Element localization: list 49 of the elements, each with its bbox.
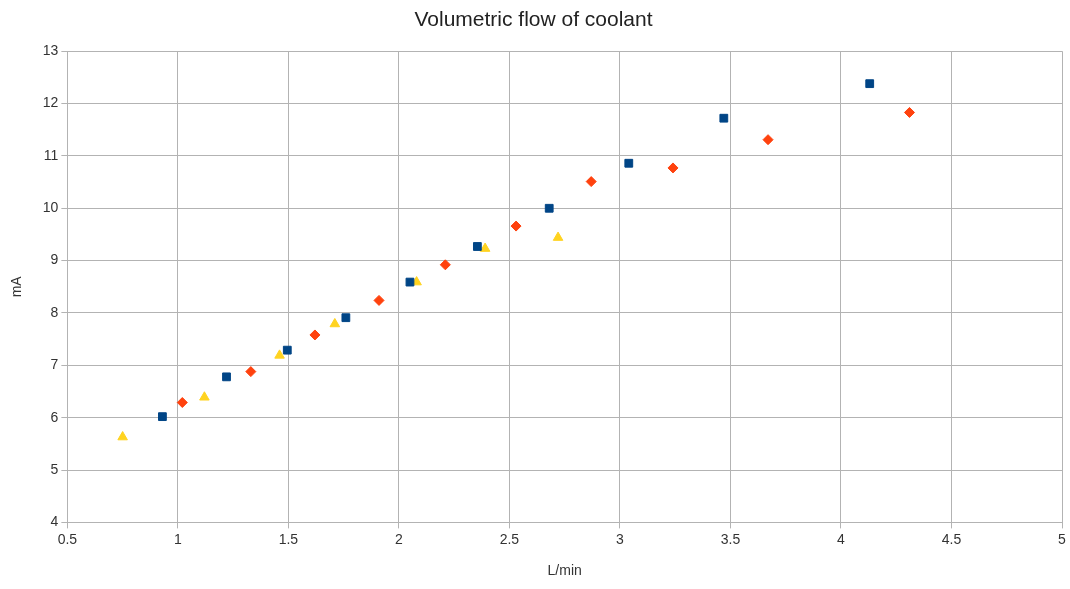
y-tick-label: 5 (50, 460, 59, 477)
y-tick-label: 11 (43, 146, 59, 163)
point (405, 277, 415, 287)
y-tick-label: 7 (50, 356, 59, 373)
point (479, 242, 491, 252)
point (624, 158, 634, 168)
y-axis-title: mA (8, 275, 25, 298)
y-tick-label: 8 (50, 303, 59, 320)
x-axis-title: L/min (547, 562, 582, 579)
point (373, 294, 385, 306)
point (329, 317, 341, 328)
point (274, 349, 285, 359)
point (472, 242, 482, 251)
point (282, 345, 292, 355)
point (341, 313, 351, 323)
x-tick-label: 2.5 (499, 530, 520, 547)
point (439, 259, 451, 271)
point (667, 162, 679, 174)
point (865, 79, 875, 89)
y-tick-label: 4 (50, 513, 59, 530)
x-tick-label: 3 (616, 530, 625, 547)
x-tick-label: 2 (395, 530, 404, 547)
x-tick-label: 4.5 (941, 530, 962, 547)
point (199, 391, 210, 401)
point (222, 372, 231, 382)
point (176, 397, 188, 409)
y-tick-label: 6 (50, 408, 59, 425)
x-tick-label: 4 (837, 530, 846, 547)
x-tick-label: 3.5 (720, 530, 741, 547)
point (719, 113, 729, 123)
y-tick-label: 12 (42, 94, 59, 111)
x-tick-label: 1.5 (278, 530, 299, 547)
point (552, 231, 564, 241)
point (117, 431, 128, 441)
x-tick-label: 0.5 (57, 530, 78, 547)
point (585, 176, 597, 188)
chart-title: Volumetric flow of coolant (414, 7, 653, 31)
point (510, 220, 522, 232)
point (762, 134, 774, 146)
point (309, 329, 321, 341)
x-tick-label: 1 (173, 530, 182, 547)
y-tick-label: 10 (42, 199, 59, 216)
y-tick-label: 13 (42, 42, 59, 59)
point (903, 106, 915, 118)
y-tick-label: 9 (50, 251, 59, 268)
point (158, 412, 167, 422)
x-tick-label: 5 (1058, 530, 1067, 547)
point (544, 203, 554, 213)
point (245, 366, 257, 378)
